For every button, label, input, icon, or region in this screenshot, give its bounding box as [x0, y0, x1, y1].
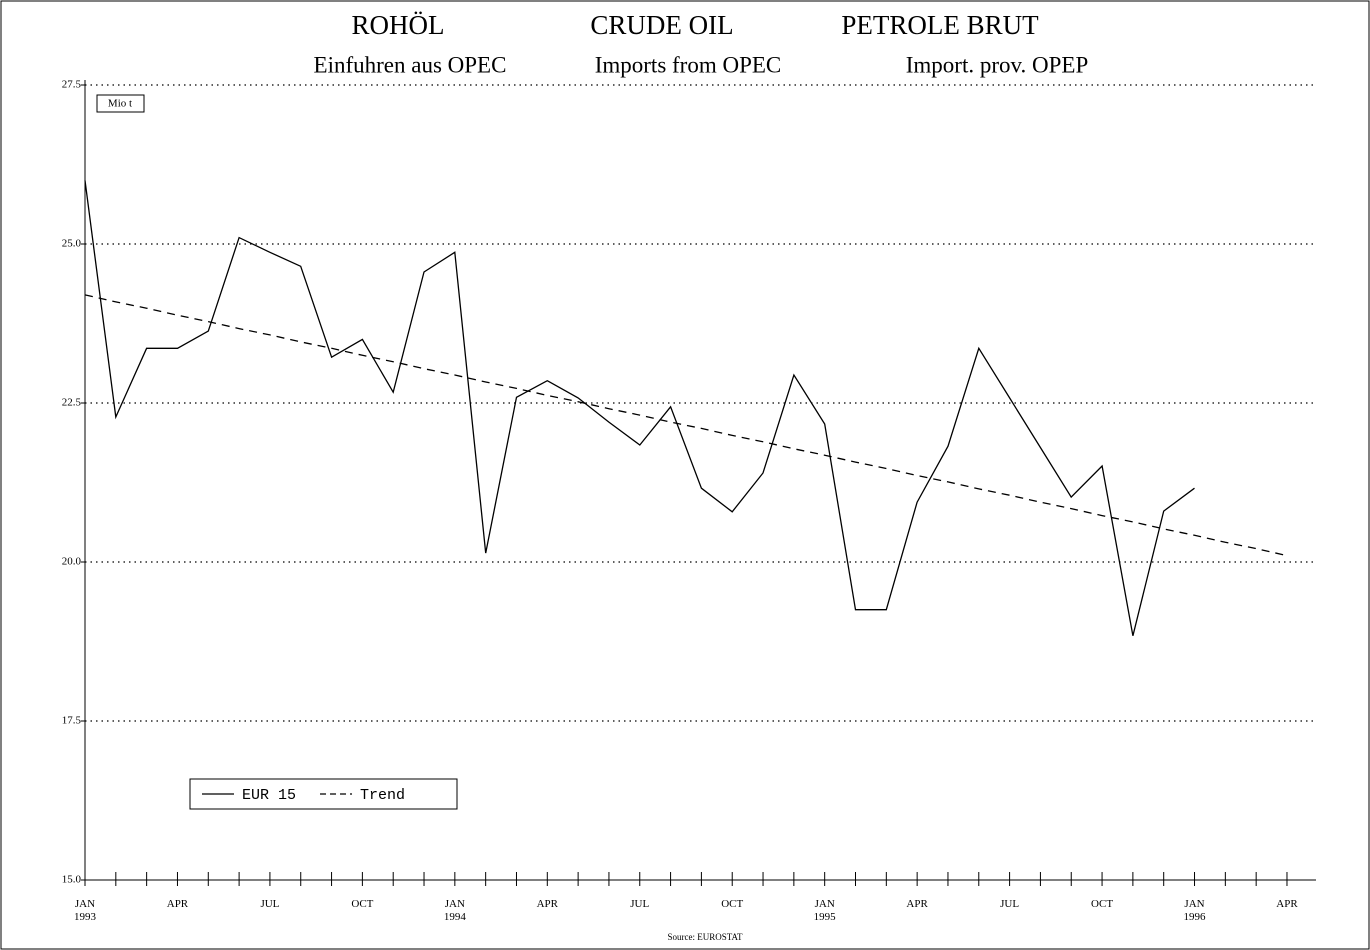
x-tick-label: APR: [906, 898, 928, 910]
x-tick-label: JAN 1993: [74, 898, 97, 923]
unit-label: Mio t: [108, 98, 132, 110]
x-tick-label: APR: [537, 898, 559, 910]
y-tick-label: 22.5: [62, 397, 82, 409]
x-tick-label: JAN 1995: [814, 898, 837, 923]
series-line: [84, 180, 1195, 636]
legend-label: EUR 15: [242, 787, 296, 804]
x-tick-label: OCT: [351, 898, 373, 910]
x-tick-label: APR: [167, 898, 189, 910]
subtitle-de: Einfuhren aus OPEC: [314, 52, 507, 77]
series-line: [84, 294, 1288, 557]
x-tick-label: JAN 1996: [1184, 898, 1207, 923]
x-tick-label: JAN 1994: [444, 898, 467, 923]
x-tick-label: JUL: [630, 898, 649, 910]
y-tick-label: 20.0: [62, 556, 82, 568]
x-tick-label: JUL: [260, 898, 279, 910]
subtitle-fr: Import. prov. OPEP: [906, 52, 1089, 77]
subtitle-en: Imports from OPEC: [595, 52, 782, 77]
x-tick-label: APR: [1276, 898, 1298, 910]
y-tick-label: 17.5: [62, 715, 82, 727]
y-tick-label: 25.0: [62, 238, 82, 250]
y-tick-label: 15.0: [62, 874, 82, 886]
legend-label: Trend: [360, 787, 405, 804]
source: Source: EUROSTAT: [667, 932, 743, 942]
title-fr: PETROLE BRUT: [841, 10, 1039, 40]
x-tick-label: JUL: [1000, 898, 1019, 910]
x-tick-label: OCT: [721, 898, 743, 910]
x-tick-label: OCT: [1091, 898, 1113, 910]
title-en: CRUDE OIL: [590, 10, 733, 40]
y-tick-label: 27.5: [62, 79, 82, 91]
unit-box: [96, 94, 145, 113]
title-de: ROHÖL: [352, 10, 445, 40]
